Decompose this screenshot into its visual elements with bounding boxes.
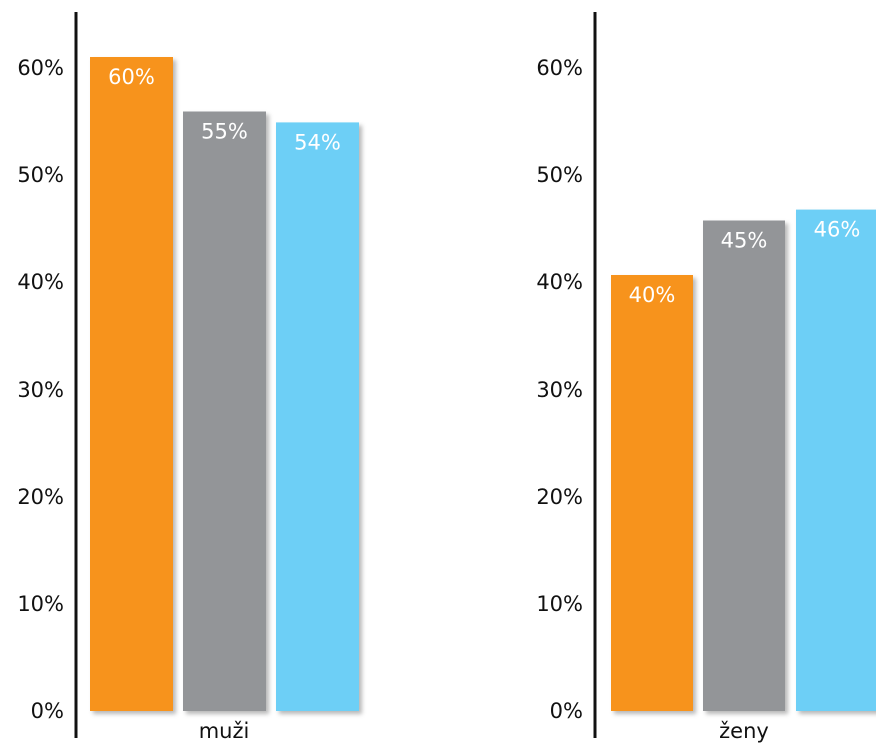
y-tick-label: 30% — [17, 378, 64, 402]
bar — [276, 122, 359, 711]
y-tick-label: 10% — [536, 592, 583, 616]
chart-panel-zeny: 0% 10% 20% 30% 40% 50% 60% 40% 45% 46% ženy — [536, 12, 876, 743]
bar-data-label: 45% — [721, 229, 768, 253]
bar — [183, 111, 266, 711]
y-tick-label: 0% — [550, 699, 583, 723]
bar-data-label: 54% — [294, 130, 341, 154]
bar — [611, 275, 693, 711]
x-category-label: ženy — [719, 719, 769, 743]
y-tick-label: 20% — [17, 485, 64, 509]
y-tick-label: 30% — [536, 378, 583, 402]
bar-data-label: 55% — [201, 120, 248, 144]
bar-data-label: 46% — [814, 218, 861, 242]
y-tick-label: 60% — [17, 56, 64, 80]
y-tick-label: 60% — [536, 56, 583, 80]
bar-data-label: 60% — [108, 65, 155, 89]
y-tick-label: 10% — [17, 592, 64, 616]
bar — [90, 57, 173, 711]
x-category-label: muži — [199, 719, 250, 743]
y-tick-label: 40% — [536, 270, 583, 294]
y-tick-label: 50% — [17, 163, 64, 187]
bar — [796, 209, 876, 711]
y-tick-label: 40% — [17, 270, 64, 294]
y-tick-label: 50% — [536, 163, 583, 187]
bar — [703, 220, 785, 711]
bar-data-label: 40% — [629, 283, 676, 307]
chart-panel-muzi: 0% 10% 20% 30% 40% 50% 60% 60% 55% 54% muži — [17, 12, 359, 743]
y-tick-label: 20% — [536, 485, 583, 509]
y-tick-label: 0% — [31, 699, 64, 723]
